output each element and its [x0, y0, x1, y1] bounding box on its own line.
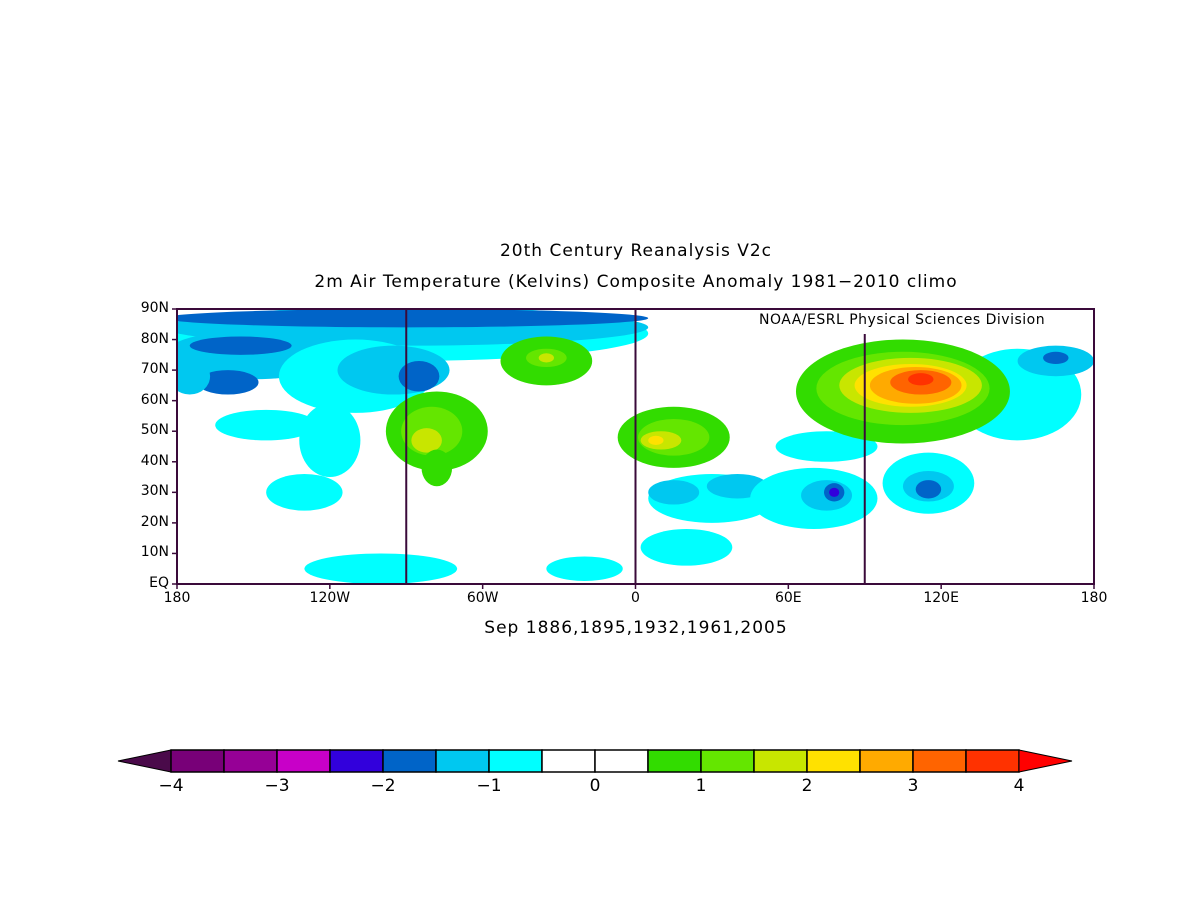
lat-tick-label: 30N [140, 483, 169, 500]
anomaly-region [266, 473, 343, 511]
caption: Sep 1886,1895,1932,1961,2005 [484, 618, 788, 638]
anomaly-region [908, 373, 934, 386]
anomaly-region [304, 553, 458, 584]
credit-box [733, 310, 1093, 334]
lat-tick-label: 90N [140, 300, 169, 316]
lon-tick-label: 60W [466, 590, 499, 606]
colorbar-cell [382, 749, 437, 773]
colorbar-cell [170, 749, 225, 773]
lat-tick-label: 80N [140, 330, 169, 347]
colorbar-cell [435, 749, 490, 773]
colorbar-label: −3 [264, 776, 290, 796]
colorbar-cell [647, 749, 702, 773]
colorbar-label: 2 [801, 776, 813, 796]
colorbar-arrow-low [117, 749, 172, 773]
lat-tick-label: 60N [140, 391, 169, 408]
anomaly-region [546, 556, 623, 581]
lon-tick-label: 120W [309, 590, 351, 606]
colorbar-label: 3 [907, 776, 919, 796]
anomaly-region [299, 403, 361, 478]
colorbar-cell [488, 749, 543, 773]
lon-tick-label: 180 [1080, 590, 1108, 606]
colorbar-label: −1 [476, 776, 502, 796]
colorbar-cell [329, 749, 384, 773]
anomaly-region [648, 480, 700, 505]
colorbar-label: −2 [370, 776, 396, 796]
anomaly-region [177, 309, 649, 328]
colorbar-label: 4 [1013, 776, 1025, 796]
colorbar-cell [700, 749, 755, 773]
anomaly-region [398, 360, 440, 392]
colorbar-cell [859, 749, 914, 773]
anomaly-region [215, 409, 318, 441]
anomaly-region [538, 353, 554, 363]
lat-tick-label: EQ [149, 575, 169, 591]
anomaly-region [648, 435, 664, 445]
lat-tick-label: 70N [140, 361, 169, 378]
lon-tick-label: 120E [923, 590, 959, 606]
colorbar-cell [541, 749, 596, 773]
colorbar-cell [594, 749, 649, 773]
colorbar-cell [806, 749, 861, 773]
lat-tick-label: 20N [140, 513, 169, 530]
anomaly-region [189, 336, 292, 355]
anomaly-region [775, 431, 878, 462]
lat-tick-label: 40N [140, 452, 169, 469]
anomaly-region [197, 370, 259, 395]
anomaly-field [177, 309, 1094, 584]
lon-tick-label: 0 [631, 590, 640, 606]
credit-label: NOAA/ESRL Physical Sciences Division [759, 312, 1046, 328]
colorbar-label: 0 [589, 776, 601, 796]
anomaly-region [177, 357, 211, 395]
anomaly-region [829, 487, 840, 497]
colorbar-cell [912, 749, 967, 773]
chart-title: 20th Century Reanalysis V2c [499, 241, 773, 261]
anomaly-region [1043, 351, 1069, 365]
anomaly-region [640, 528, 733, 566]
colorbar-cell [276, 749, 331, 773]
lat-tick-label: 50N [140, 422, 169, 439]
colorbar-cell [965, 749, 1020, 773]
colorbar-cell [223, 749, 278, 773]
colorbar-arrow-high [1018, 749, 1073, 773]
colorbar-cell [753, 749, 808, 773]
lon-tick-label: 180 [163, 590, 191, 606]
chart-subtitle: 2m Air Temperature (Kelvins) Composite A… [314, 272, 958, 292]
lat-tick-label: 10N [140, 544, 169, 561]
lon-tick-label: 60E [774, 590, 802, 606]
anomaly-region [411, 428, 442, 453]
anomaly-region [421, 449, 453, 487]
anomaly-region [915, 480, 942, 499]
colorbar-label: 1 [695, 776, 707, 796]
colorbar-label: −4 [158, 776, 184, 796]
